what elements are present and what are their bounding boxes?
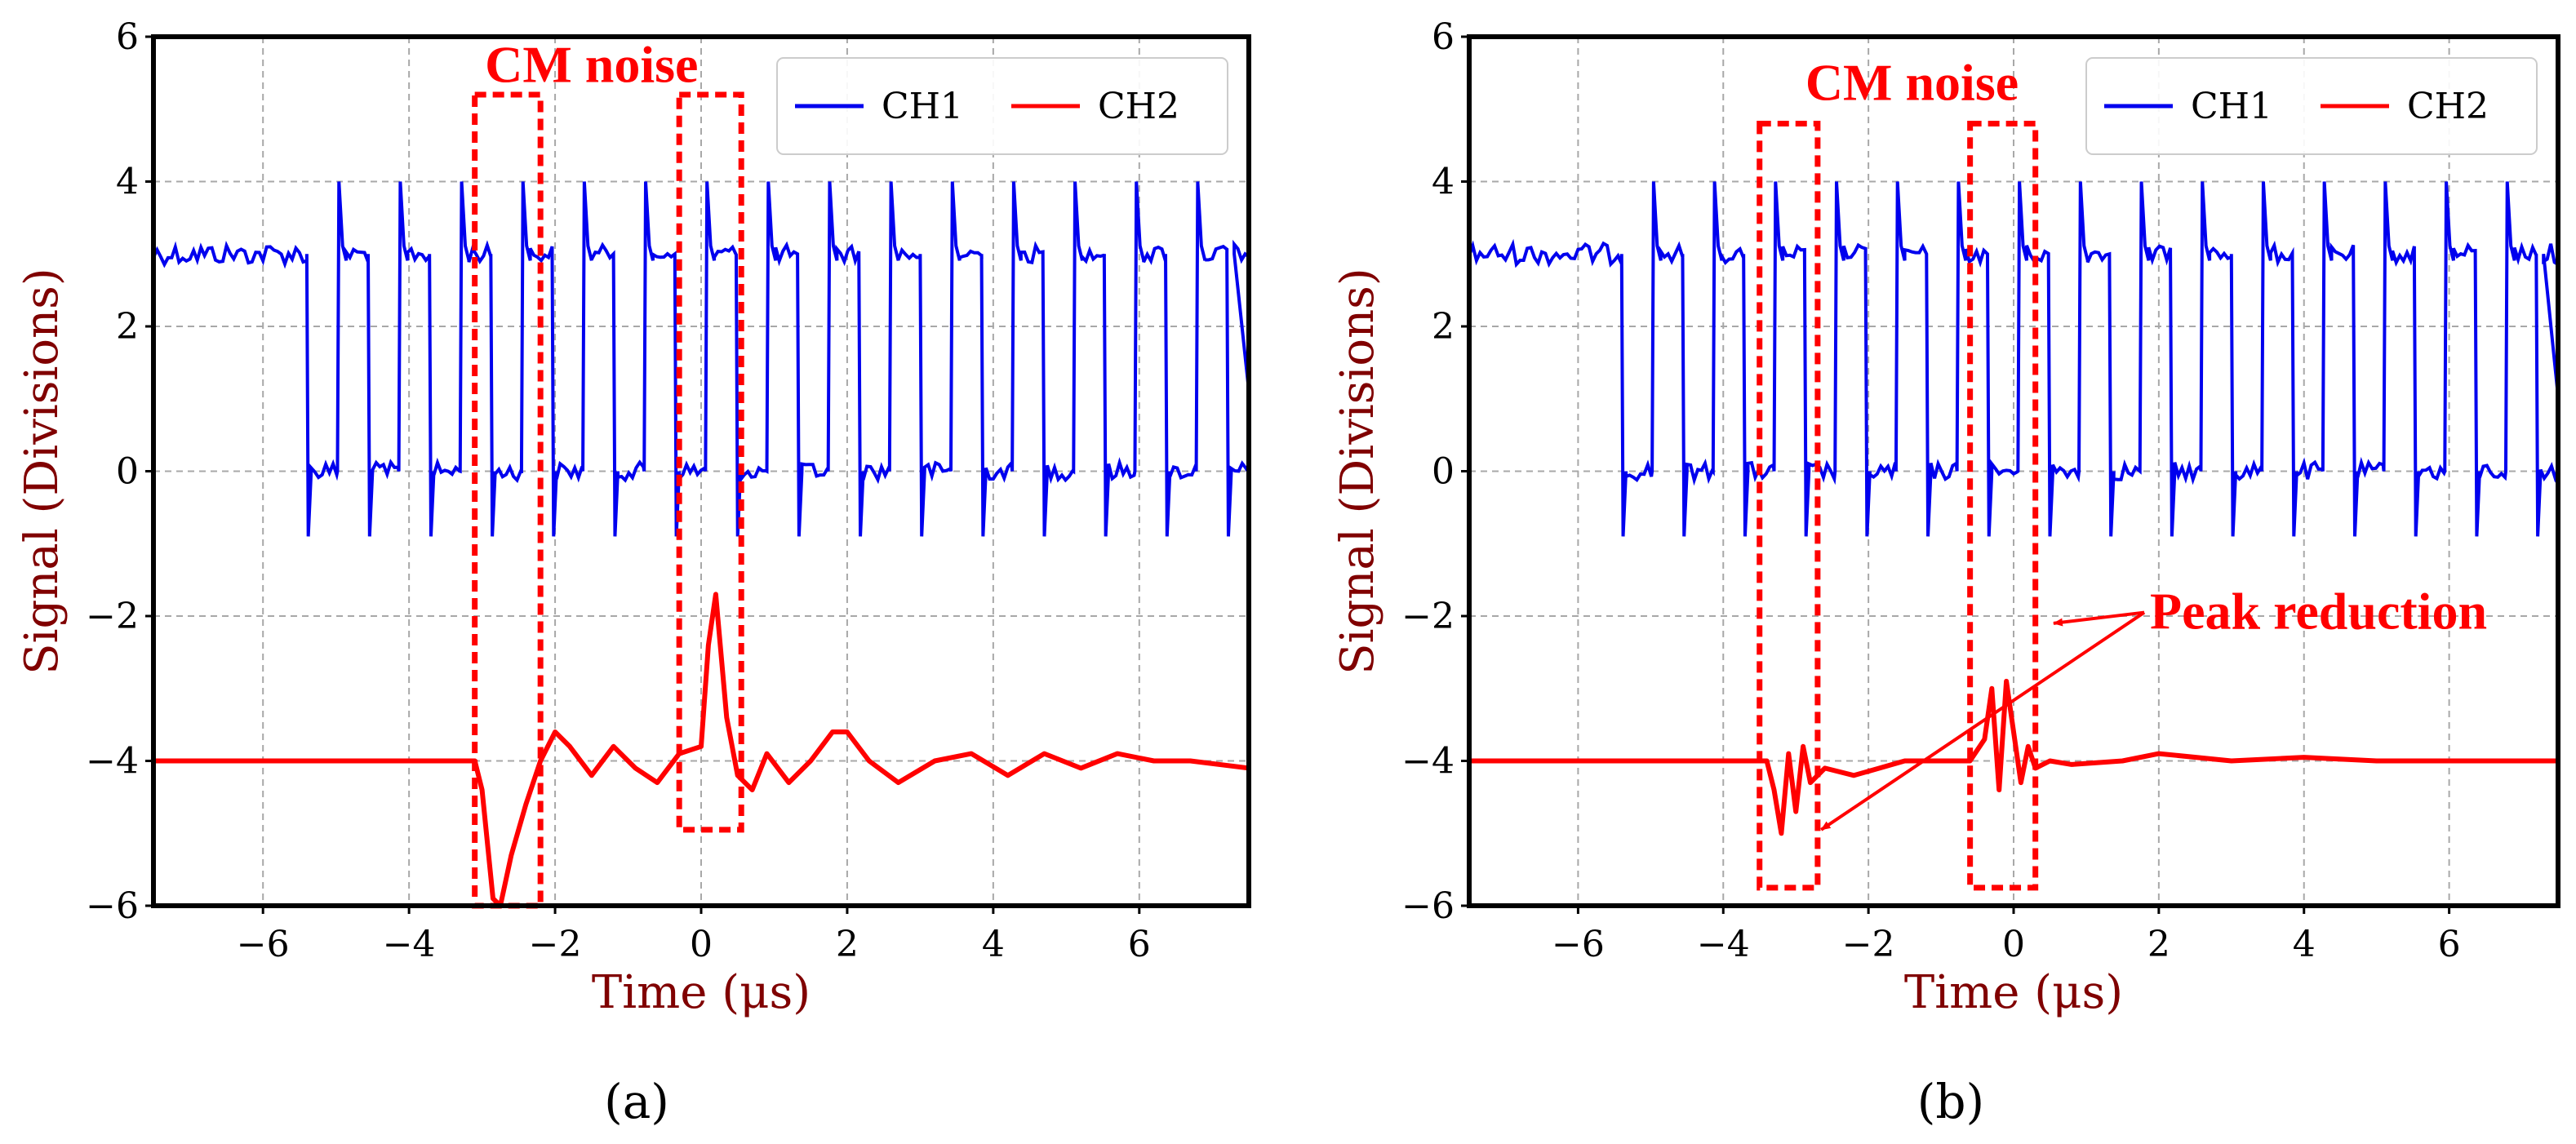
y-tick-label: 2 <box>1432 306 1455 348</box>
ch2-line <box>153 592 1249 906</box>
panel-label: (b) <box>1917 1074 1984 1129</box>
x-tick-label: −2 <box>529 924 582 965</box>
plot-frame <box>151 34 1251 908</box>
x-axis-label: Time (μs) <box>592 966 811 1019</box>
legend-label-ch2: CH2 <box>2407 86 2489 127</box>
y-tick-label: 2 <box>116 306 139 348</box>
y-axis-label: Signal (Divisions) <box>1331 268 1384 675</box>
legend-label-ch1: CH1 <box>2191 86 2272 127</box>
y-tick-label: 0 <box>116 451 139 493</box>
ch2-line <box>1469 678 2558 836</box>
plot-frame <box>1467 34 2560 908</box>
annotation-arrow <box>2052 610 2145 627</box>
y-tick-label: 0 <box>1432 451 1455 493</box>
y-tick-label: −4 <box>86 741 139 783</box>
x-tick-label: 0 <box>690 924 713 965</box>
cm-noise-box <box>1757 121 1821 891</box>
x-tick-label: 6 <box>2438 924 2461 965</box>
annotation-arrow <box>1820 610 2146 831</box>
x-tick-label: 6 <box>1128 924 1151 965</box>
y-tick-label: −4 <box>1401 741 1455 783</box>
plot-area <box>153 181 1249 906</box>
x-tick-label: −6 <box>1552 924 1605 965</box>
legend: CH1 CH2 <box>2085 57 2538 155</box>
y-tick-label: −6 <box>86 885 139 927</box>
cm-noise-box <box>676 91 744 833</box>
ch1-line <box>1469 181 2558 537</box>
legend: CH1 CH2 <box>776 57 1228 155</box>
peak-reduction-label: Peak reduction <box>2150 583 2487 641</box>
x-tick-label: 0 <box>2002 924 2025 965</box>
x-tick-label: 2 <box>836 924 859 965</box>
y-tick-label: −2 <box>1401 596 1455 637</box>
x-axis-label: Time (μs) <box>1904 966 2123 1019</box>
x-tick-label: −4 <box>383 924 436 965</box>
x-tick-label: −2 <box>1842 924 1895 965</box>
cm-noise-box <box>472 91 544 909</box>
y-tick-label: −2 <box>86 596 139 637</box>
x-tick-label: −4 <box>1697 924 1750 965</box>
x-tick-label: 2 <box>2147 924 2170 965</box>
y-tick-label: 4 <box>116 162 139 203</box>
legend-label-ch1: CH1 <box>882 86 963 127</box>
x-tick-label: 4 <box>2293 924 2316 965</box>
chart-panel-b: −6 −4 −2 0 2 4 6 −6 −4 −2 0 2 4 6 CM noise Peak reducti… <box>1331 16 2560 1129</box>
y-tick-label: 6 <box>116 16 139 58</box>
y-axis-label: Signal (Divisions) <box>16 268 69 675</box>
legend-box <box>2085 57 2538 155</box>
grid <box>1469 36 2558 907</box>
x-tick-label: −6 <box>237 924 290 965</box>
cm-noise-label: CM noise <box>1805 54 2019 112</box>
panel-label: (a) <box>604 1074 669 1129</box>
legend-box <box>776 57 1228 155</box>
x-tick-label: 4 <box>982 924 1005 965</box>
y-tick-label: −6 <box>1401 885 1455 927</box>
legend-label-ch2: CH2 <box>1098 86 1179 127</box>
y-tick-label: 6 <box>1432 16 1455 58</box>
cm-noise-box <box>1967 121 2039 891</box>
ch1-line <box>153 181 1249 537</box>
y-tick-label: 4 <box>1432 162 1455 203</box>
chart-panel-a: −6 −4 −2 0 2 4 6 −6 −4 −2 0 2 4 6 CM noise CH1 CH2 Time (… <box>16 16 1251 1129</box>
plot-area <box>1469 181 2558 836</box>
cm-noise-label: CM noise <box>485 36 698 94</box>
